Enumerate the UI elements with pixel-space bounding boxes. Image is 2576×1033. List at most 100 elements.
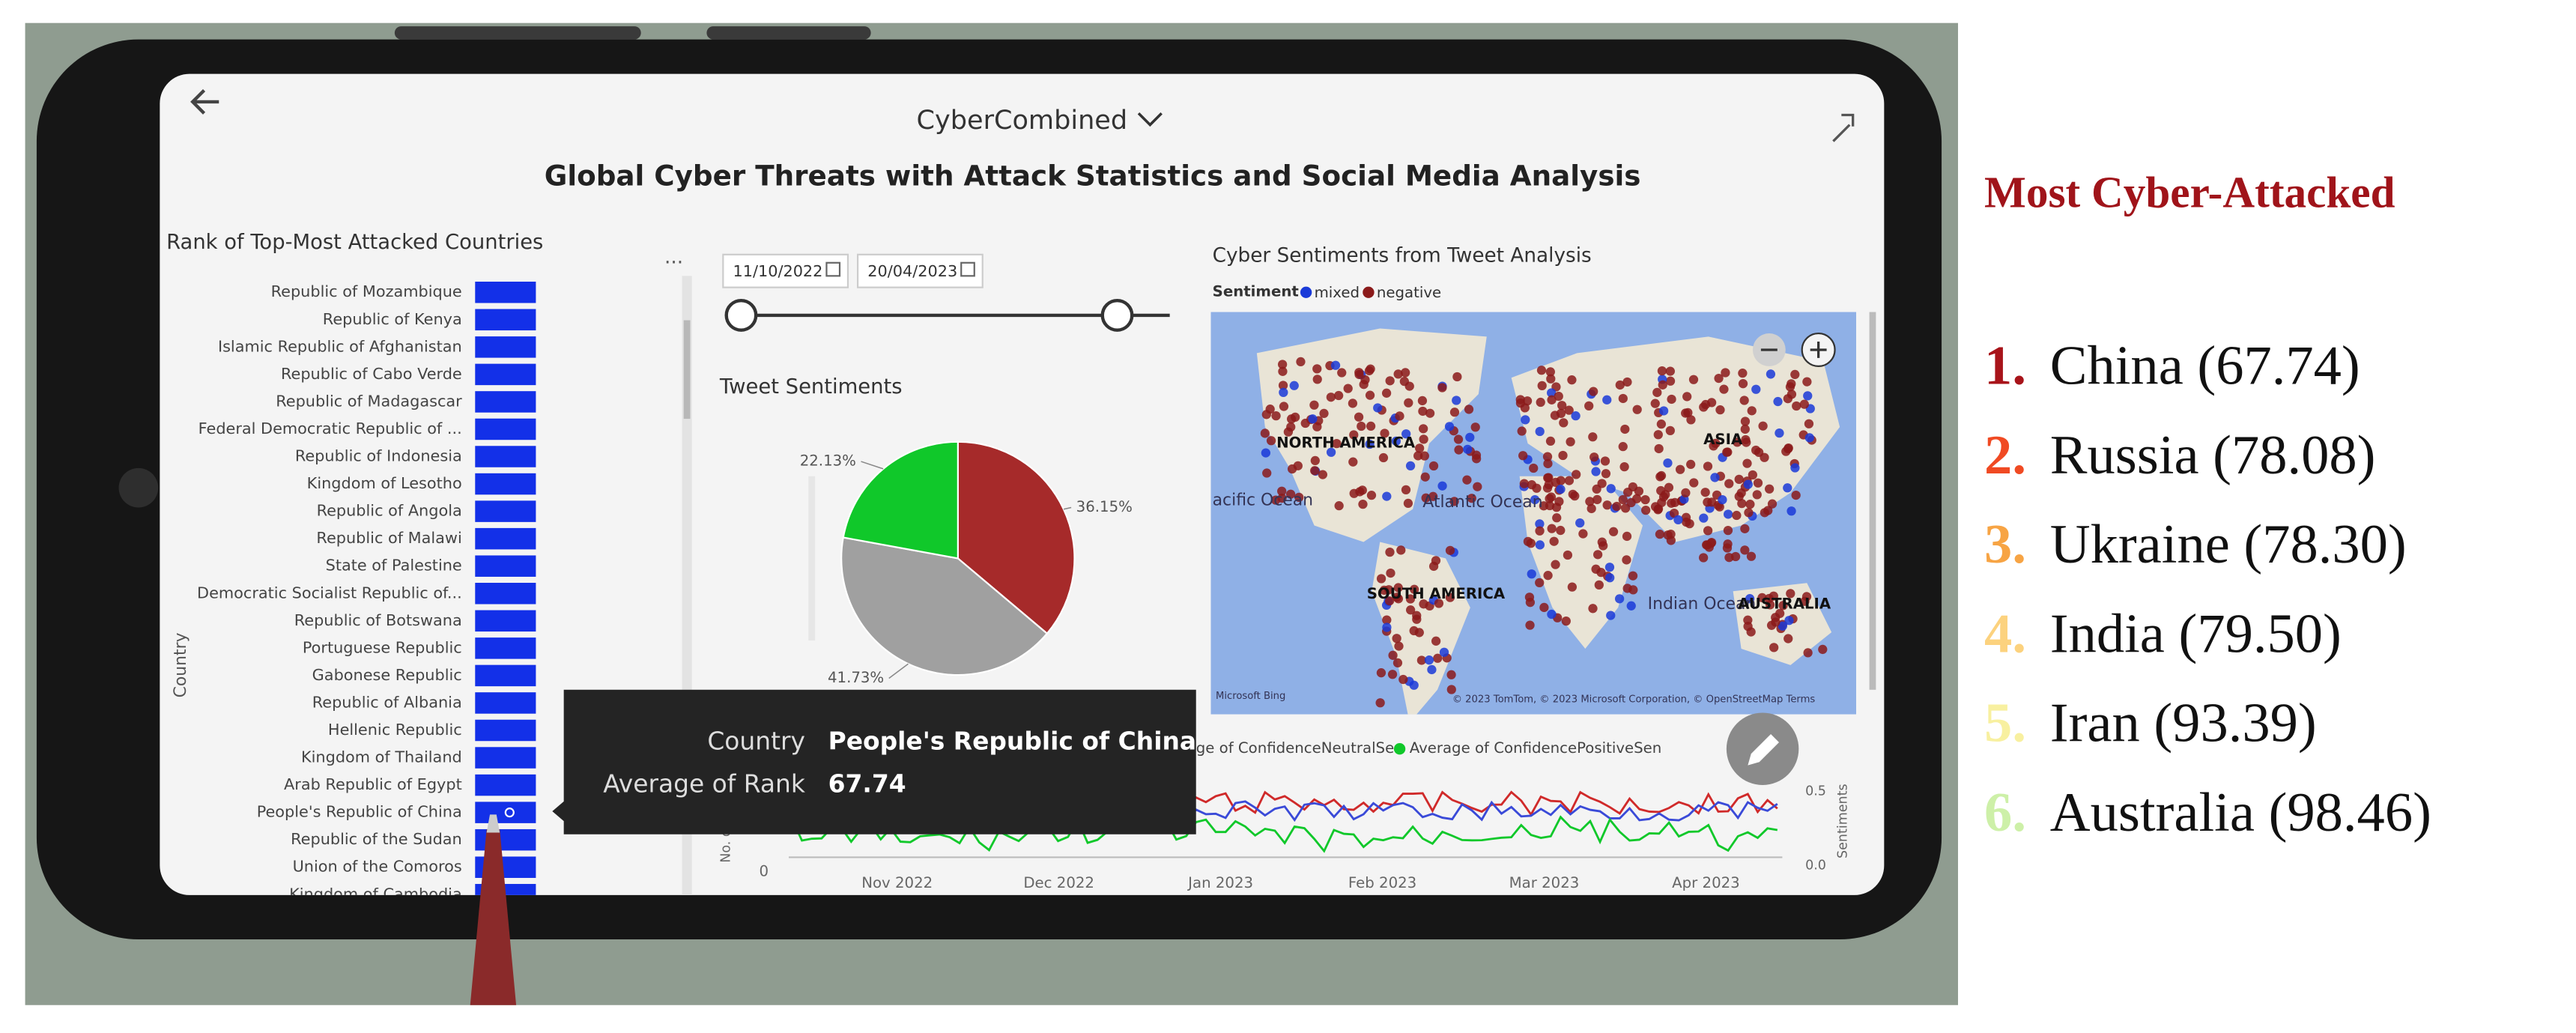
tweet-dot — [1751, 445, 1761, 455]
bar[interactable] — [475, 336, 536, 358]
bar[interactable] — [475, 637, 536, 659]
tweet-dot — [1685, 518, 1694, 529]
tweet-dot — [1799, 399, 1809, 409]
start-date[interactable]: 11/10/2022 — [733, 262, 822, 280]
tweet-dot — [1664, 482, 1674, 492]
bar[interactable] — [475, 281, 536, 303]
tweet-dot — [1547, 395, 1557, 405]
map-labels: NORTH AMERICA ASIA Atlantic Ocean acific Oc… — [1213, 431, 1831, 614]
bar[interactable] — [475, 309, 536, 331]
tweet-dot — [1741, 434, 1751, 445]
country-label: Republic of Madagascar — [276, 392, 462, 410]
tweet-dot — [1592, 494, 1602, 505]
bar[interactable] — [475, 774, 536, 796]
pie-slice[interactable] — [840, 536, 1049, 676]
tweet-dot — [1278, 381, 1288, 390]
map-label: ASIA — [1703, 431, 1743, 448]
line-legend: Average of ConfidencePositiveSen — [1410, 739, 1662, 757]
tweet-dot — [1551, 503, 1562, 512]
bar[interactable] — [475, 828, 536, 851]
tweet-dot — [1700, 488, 1710, 497]
tweet-dot — [1783, 444, 1793, 454]
end-date[interactable]: 20/04/2023 — [867, 262, 957, 280]
tweet-dot — [1804, 433, 1814, 443]
bar[interactable] — [475, 527, 536, 550]
bar[interactable] — [475, 363, 536, 386]
bar[interactable] — [475, 555, 536, 577]
bar[interactable] — [475, 664, 536, 687]
exit-focus-button[interactable] — [1832, 113, 1855, 142]
tweet-dot — [1449, 497, 1459, 506]
tweet-dot — [1467, 494, 1476, 503]
tweet-dot — [1665, 366, 1675, 376]
tweet-dot — [1409, 584, 1419, 594]
back-button[interactable] — [190, 89, 219, 115]
tweet-dot — [1746, 551, 1757, 561]
bar[interactable] — [475, 583, 536, 605]
tweet-dot — [1549, 536, 1559, 546]
tweet-dot — [1784, 616, 1794, 625]
tweet-dot — [1594, 580, 1604, 590]
bar[interactable] — [475, 473, 536, 495]
tweet-dot — [1723, 526, 1733, 536]
tweet-dot — [1283, 427, 1294, 437]
rank-country: China (67.74) — [2050, 336, 2360, 397]
tweet-dot — [1394, 641, 1404, 651]
pie-leader — [888, 663, 909, 679]
tweet-dot — [1416, 655, 1427, 665]
tweet-dot — [1386, 568, 1395, 578]
phone-button — [394, 26, 641, 40]
dashboard: CyberCombined Global Cyber Threats with … — [166, 89, 1876, 895]
calendar-icon[interactable] — [960, 261, 975, 277]
bar[interactable] — [475, 500, 536, 522]
tweet-dot — [1296, 357, 1306, 367]
tweet-dot — [1277, 360, 1288, 369]
tweet-dot — [1525, 620, 1535, 630]
tweet-dot — [1419, 599, 1428, 609]
bar[interactable] — [475, 692, 536, 714]
tweet-dot — [1413, 451, 1423, 461]
tweet-dot — [1391, 436, 1401, 446]
bar[interactable] — [475, 446, 536, 467]
bar[interactable] — [475, 391, 536, 413]
calendar-icon[interactable] — [825, 261, 841, 277]
tweet-dot — [1667, 394, 1676, 405]
tweet-dot — [1376, 574, 1387, 584]
report-name[interactable]: CyberCombined — [917, 105, 1128, 136]
tweet-dot — [1556, 485, 1566, 494]
bar[interactable] — [475, 719, 536, 742]
tweet-dot — [1747, 406, 1757, 416]
tweet-dot — [1395, 411, 1404, 421]
rank-country: Ukraine (78.30) — [2050, 514, 2407, 575]
bar[interactable] — [475, 418, 536, 440]
report-dropdown[interactable] — [1137, 112, 1163, 127]
tweet-dot — [1366, 421, 1376, 431]
tweet-dot — [1452, 396, 1461, 405]
tweet-dot — [1654, 443, 1664, 454]
tweet-dot — [1575, 518, 1585, 528]
pie-slice[interactable] — [957, 440, 1076, 635]
pie-leader — [861, 461, 884, 470]
tweet-dot — [1703, 526, 1713, 536]
tweet-dot — [1387, 670, 1398, 679]
tweet-dot — [1656, 419, 1666, 429]
bar[interactable] — [475, 747, 536, 769]
tweet-dot — [1722, 447, 1732, 457]
bar[interactable] — [475, 610, 536, 632]
tweet-dot — [1703, 461, 1713, 471]
tweet-dot — [1312, 364, 1322, 374]
tweet-dot — [1330, 360, 1341, 370]
scrollbar-thumb[interactable] — [683, 320, 691, 419]
legend-label: negative — [1377, 284, 1441, 301]
tweet-dot — [1792, 401, 1801, 411]
slider-handle[interactable] — [724, 299, 758, 332]
more-options[interactable]: ... — [664, 246, 683, 269]
country-label: Islamic Republic of Afghanistan — [218, 337, 462, 355]
slider-handle[interactable] — [1100, 299, 1134, 332]
y-axis-label: No. o — [719, 828, 734, 862]
tweet-dot — [1449, 408, 1460, 417]
country-label: Republic of Mozambique — [271, 282, 462, 300]
pie-slice[interactable] — [842, 440, 959, 560]
tweet-dot — [1542, 483, 1553, 493]
